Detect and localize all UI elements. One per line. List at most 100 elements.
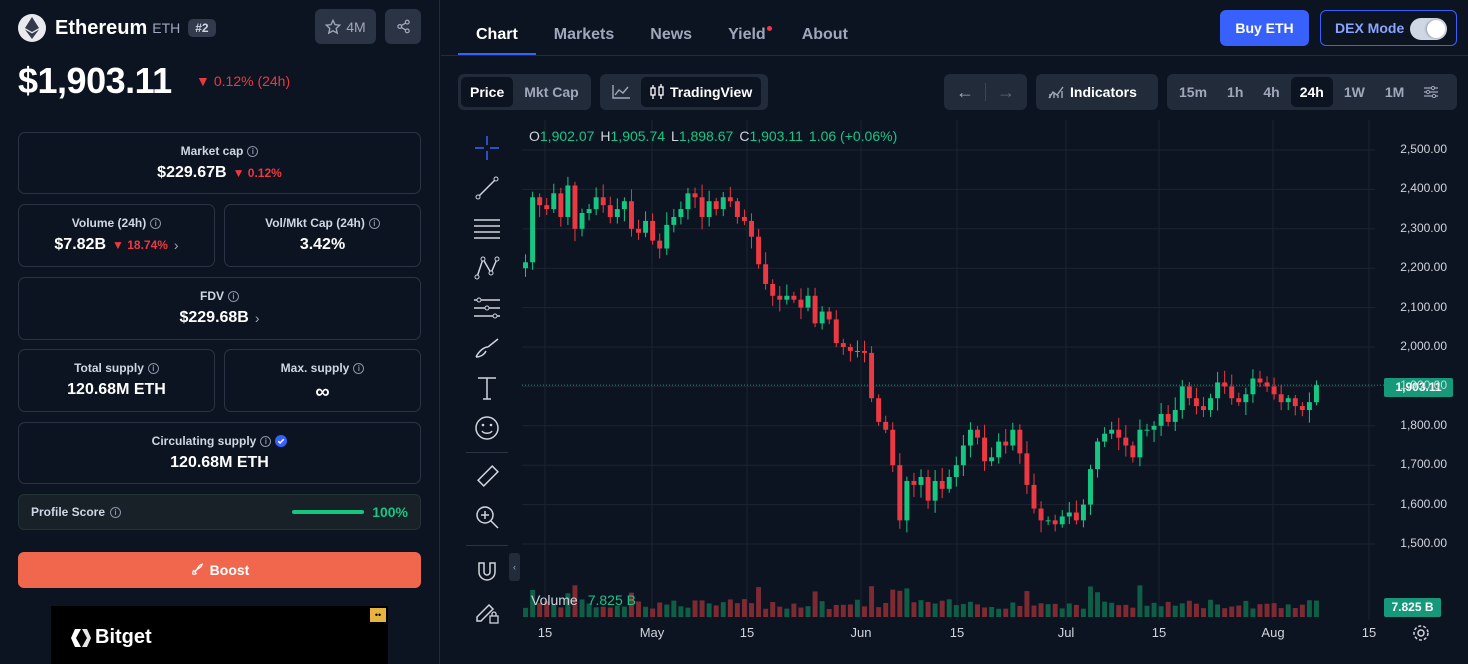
volume-bar [904, 588, 910, 617]
candlestick-icon [650, 84, 664, 99]
candle [1010, 422, 1016, 451]
interval-15m[interactable]: 15m [1179, 84, 1208, 100]
tab-yield[interactable]: Yield [710, 18, 784, 56]
collapse-toolbar-button[interactable]: ‹ [509, 553, 520, 581]
volume-bar [636, 601, 641, 617]
candle [579, 208, 585, 237]
volume-bar [614, 605, 620, 617]
magnet-tool[interactable] [466, 552, 508, 592]
volume-bar [572, 585, 578, 617]
candle [1151, 421, 1157, 442]
candle [819, 306, 825, 330]
market-cap-change: ▼ 0.12% [232, 166, 282, 180]
interval-1m[interactable]: 1M [1384, 84, 1405, 100]
interval-4h[interactable]: 4h [1263, 84, 1280, 100]
volume-bar [1172, 605, 1178, 617]
candle [1059, 510, 1065, 528]
volume-bar [1088, 586, 1093, 617]
interval-1h[interactable]: 1h [1227, 84, 1244, 100]
candle [1243, 387, 1249, 415]
bitget-ad-banner[interactable]: Bitget •• [51, 606, 388, 664]
ruler-tool[interactable] [466, 457, 508, 497]
candle [586, 204, 592, 221]
interval-1w[interactable]: 1W [1343, 84, 1365, 100]
info-icon[interactable]: i [353, 362, 365, 374]
indicators-button[interactable]: Indicators [1039, 77, 1146, 107]
tab-markets[interactable]: Markets [553, 26, 615, 43]
info-icon[interactable]: i [147, 362, 159, 374]
current-volume-tag: 7.825 B [1384, 598, 1441, 617]
volume-bar [876, 607, 882, 617]
candle [777, 286, 783, 312]
info-icon[interactable]: i [368, 217, 380, 229]
tradingview-button[interactable]: TradingView [641, 77, 762, 107]
rank-badge: #2 [188, 19, 216, 37]
forward-arrow-button[interactable]: → [988, 77, 1024, 107]
prediction-tool[interactable] [466, 288, 508, 328]
candle [791, 291, 797, 304]
volume-bar [996, 608, 1002, 617]
info-icon[interactable]: i [110, 506, 122, 518]
watchlist-button[interactable]: 4M [315, 9, 376, 44]
info-icon[interactable]: i [228, 290, 239, 302]
volume-bar [1278, 608, 1284, 617]
lock-drawings-tool[interactable] [466, 592, 508, 632]
tab-chart[interactable]: Chart [458, 18, 536, 56]
candle [1158, 403, 1164, 436]
candle [876, 394, 882, 426]
x-tick-label: 15 [537, 625, 553, 640]
price-chart[interactable] [441, 120, 1468, 664]
volume-bar [1031, 605, 1037, 617]
candle [699, 184, 705, 230]
volume-legend-value: 7.825 B [587, 592, 636, 608]
boost-button[interactable]: Boost [18, 552, 421, 588]
brush-tool[interactable] [466, 328, 508, 368]
trendline-tool[interactable] [466, 168, 508, 208]
volume-bar [565, 593, 571, 617]
market-cap-label: Market cap [180, 144, 244, 158]
candle [763, 252, 769, 290]
tab-about[interactable]: About [801, 26, 848, 43]
candle [607, 196, 613, 224]
emoji-tool[interactable] [466, 408, 508, 448]
info-icon[interactable]: i [247, 145, 259, 157]
dex-mode-toggle[interactable]: DEX Mode [1320, 10, 1457, 46]
volume-bar [918, 600, 924, 617]
pattern-tool[interactable] [466, 248, 508, 288]
candle [897, 453, 903, 529]
fib-tool[interactable] [466, 208, 508, 248]
fdv-card[interactable]: FDV i $229.68B › [18, 277, 421, 340]
volume-card[interactable]: Volume (24h) i $7.82B ▼ 18.74% › [18, 204, 215, 267]
mkt-cap-button[interactable]: Mkt Cap [524, 84, 579, 100]
text-tool[interactable] [466, 368, 508, 408]
coin-header: Ethereum ETH #2 [18, 12, 216, 44]
price-button[interactable]: Price [461, 77, 514, 107]
share-button[interactable] [385, 9, 421, 44]
buy-eth-button[interactable]: Buy ETH [1220, 10, 1309, 46]
chevron-right-icon: › [254, 310, 260, 326]
volume-bar [812, 591, 818, 617]
zoom-tool[interactable] [466, 497, 508, 537]
back-arrow-button[interactable]: ← [947, 77, 983, 107]
info-icon[interactable]: i [150, 217, 162, 229]
toggle-switch[interactable] [1410, 18, 1447, 40]
info-icon[interactable]: i [260, 435, 272, 447]
candle [1299, 402, 1305, 417]
tab-news[interactable]: News [650, 26, 693, 43]
crosshair-tool[interactable] [466, 128, 508, 168]
chart-settings-button[interactable] [1415, 77, 1447, 107]
candle [1066, 502, 1072, 525]
notification-dot [766, 26, 772, 31]
candle [1038, 501, 1044, 533]
profile-score-progress [292, 510, 364, 514]
interval-24h[interactable]: 24h [1290, 77, 1333, 107]
candle [1088, 464, 1093, 515]
volume-bar [1095, 592, 1101, 617]
candle [1073, 500, 1079, 525]
volume-bar [600, 606, 606, 617]
candle [650, 213, 656, 245]
volume-bar [1137, 585, 1143, 617]
line-chart-button[interactable] [603, 77, 639, 107]
candle [657, 233, 663, 259]
chart-settings-gear-icon[interactable] [1412, 624, 1430, 642]
